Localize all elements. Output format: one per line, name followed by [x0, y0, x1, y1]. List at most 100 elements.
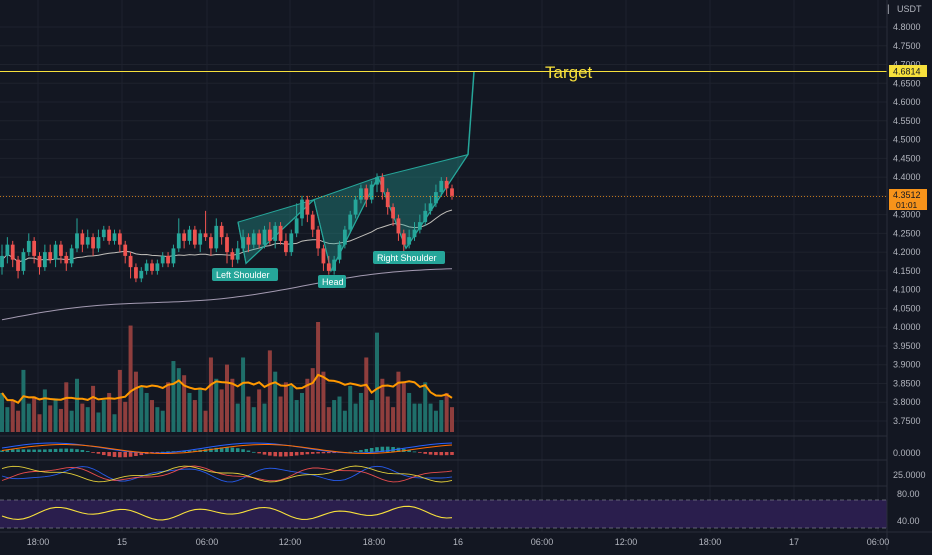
candle-body: [75, 233, 79, 249]
macd-histogram-bar: [380, 446, 385, 452]
macd-histogram-bar: [273, 452, 278, 457]
volume-bar: [273, 371, 278, 432]
candle: [246, 233, 251, 253]
candle: [209, 233, 213, 256]
volume-bar: [10, 400, 15, 432]
target-price-badge: [889, 65, 927, 77]
candle-body: [69, 248, 74, 264]
macd-histogram-bar: [101, 452, 106, 456]
price-tick-label: 4.1000: [893, 285, 921, 295]
candle: [364, 184, 369, 208]
volume-bar: [294, 400, 299, 432]
pattern-target-projection: [467, 71, 475, 155]
candle-body: [439, 180, 444, 193]
candle-body: [85, 237, 90, 245]
candle-body: [96, 237, 101, 249]
macd-histogram-bar: [112, 452, 117, 457]
candle-body: [42, 252, 47, 268]
candle-body: [150, 263, 154, 271]
volume-bar: [300, 392, 304, 432]
candle-body: [391, 207, 395, 219]
volume-bar: [75, 378, 79, 432]
macd-histogram-bar: [134, 452, 138, 457]
candle-body: [284, 240, 288, 253]
volume-bar: [176, 368, 181, 432]
candle: [219, 222, 224, 245]
price-tick-label: 3.8500: [893, 378, 921, 388]
time-tick-label: 16: [453, 537, 463, 547]
candle: [101, 225, 106, 241]
macd-histogram-bar: [219, 447, 224, 452]
candle: [128, 252, 133, 279]
candle-body: [128, 255, 133, 268]
candle-body: [144, 263, 149, 271]
candle-body: [192, 229, 197, 245]
price-tick-label: 4.1500: [893, 266, 921, 276]
volume-bar: [450, 407, 454, 432]
candle-body: [241, 237, 245, 249]
candle-body: [385, 192, 390, 208]
dmi-axis-label: 25.0000: [893, 470, 926, 480]
macd-histogram-bar: [348, 451, 353, 453]
macd-histogram-bar: [289, 452, 294, 457]
macd-histogram-bar: [310, 452, 315, 454]
bar-countdown: 01:01: [896, 200, 918, 210]
candle-body: [10, 244, 15, 260]
macd-histogram-bar: [80, 449, 85, 452]
macd-histogram-bar: [235, 448, 240, 452]
target-label: Target: [545, 63, 593, 82]
volume-bar: [37, 414, 42, 432]
candle: [294, 203, 299, 238]
candle: [316, 225, 320, 256]
macd-histogram-bar: [369, 447, 374, 452]
volume-bar: [230, 378, 235, 432]
macd-histogram-bar: [69, 448, 74, 452]
pattern-outline: [237, 154, 469, 273]
candle: [112, 229, 117, 245]
macd-histogram-bar: [107, 452, 111, 457]
volume-bar: [326, 407, 331, 432]
price-tick-label: 4.8000: [893, 22, 921, 32]
volume-bar: [91, 385, 96, 432]
macd-histogram-bar: [412, 451, 417, 453]
candle: [75, 218, 79, 253]
volume-bar: [401, 382, 406, 432]
candle-body: [332, 259, 337, 271]
volume-bar: [267, 350, 272, 432]
candle: [284, 233, 288, 256]
candle: [0, 244, 4, 275]
head-label: Head: [322, 277, 344, 287]
macd-histogram-bar: [155, 452, 160, 453]
volume-bar: [32, 396, 37, 432]
candle-body: [380, 177, 385, 193]
volume-bar: [123, 401, 128, 432]
volume-bar: [21, 369, 26, 432]
volume-bar: [48, 405, 53, 432]
volume-bar: [128, 325, 133, 432]
macd-histogram-bar: [305, 452, 310, 455]
left-shoulder-label: Left Shoulder: [216, 270, 270, 280]
macd-histogram-bar: [246, 450, 251, 452]
candle: [160, 252, 165, 268]
macd-histogram-bar: [26, 449, 31, 452]
right-shoulder-label: Right Shoulder: [377, 253, 437, 263]
candle: [257, 229, 262, 249]
macd-histogram-bar: [353, 451, 358, 452]
macd-histogram-bar: [450, 452, 454, 455]
volume-bar: [385, 396, 390, 432]
candle-body: [407, 237, 412, 245]
macd-histogram-bar: [359, 450, 363, 452]
price-tick-label: 4.7000: [893, 60, 921, 70]
volume-bar: [380, 378, 385, 432]
candle: [434, 184, 438, 208]
volume-bar: [241, 357, 246, 432]
macd-histogram-bar: [160, 451, 165, 453]
volume-bar: [332, 400, 337, 432]
time-axis[interactable]: 18:00 15 06:00 12:00 18:00 16 06:00 12:00 18:00 1…: [27, 537, 890, 547]
candle: [214, 218, 219, 253]
candle: [267, 222, 272, 245]
macd-histogram-bar: [32, 449, 36, 452]
ma-slow-line: [1, 268, 453, 321]
